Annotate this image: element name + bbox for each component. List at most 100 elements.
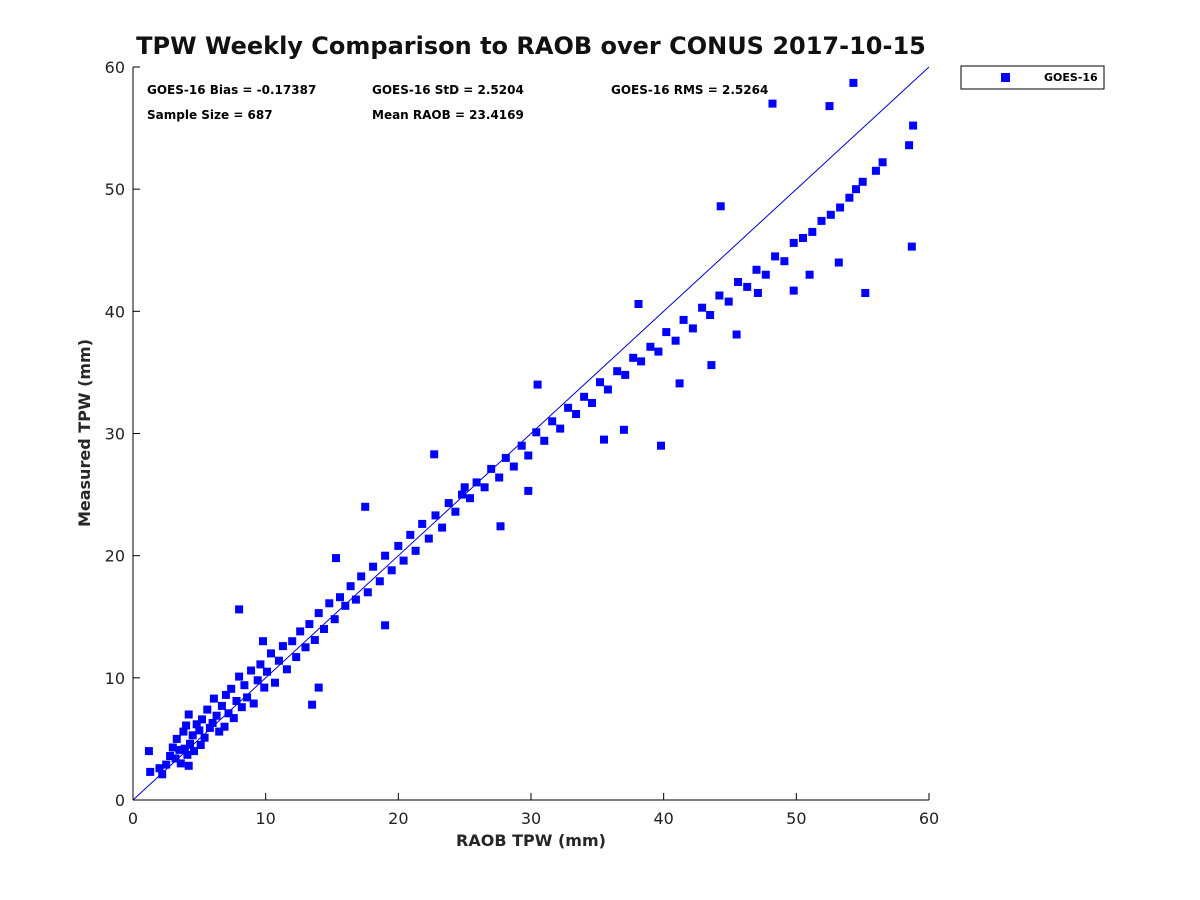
data-point: [671, 336, 680, 345]
data-point: [387, 566, 396, 575]
data-point: [487, 464, 496, 473]
data-point: [533, 380, 542, 389]
data-point: [357, 572, 366, 581]
data-point: [221, 690, 230, 699]
data-point: [430, 450, 439, 459]
legend-box: [960, 65, 1105, 90]
legend-marker-goes16: [1001, 73, 1010, 82]
y-tick-label: 10: [105, 669, 125, 688]
data-point: [346, 582, 355, 591]
data-point: [399, 556, 408, 565]
data-point: [155, 764, 164, 773]
y-tick-label: 20: [105, 547, 125, 566]
data-point: [572, 410, 581, 418]
x-tick-label: 0: [128, 809, 138, 828]
data-point: [706, 311, 715, 319]
data-point: [381, 621, 390, 630]
data-point: [336, 593, 344, 602]
data-point: [852, 185, 860, 194]
data-point: [172, 734, 181, 743]
data-point: [480, 483, 489, 492]
data-point: [243, 693, 252, 702]
data-point: [580, 392, 589, 401]
data-point: [646, 342, 655, 351]
data-point: [871, 166, 880, 175]
data-point: [310, 636, 319, 644]
data-point: [330, 615, 339, 624]
data-point: [496, 522, 505, 531]
data-point: [198, 715, 206, 724]
data-point: [196, 741, 205, 749]
x-tick-label: 30: [521, 809, 541, 828]
data-point: [466, 494, 474, 503]
y-tick-label: 50: [105, 180, 125, 199]
data-point: [235, 672, 244, 681]
data-point: [826, 210, 835, 219]
one-to-one-line: [132, 66, 930, 801]
x-tick-label: 40: [653, 809, 673, 828]
data-point: [260, 683, 269, 692]
data-point: [734, 278, 742, 286]
data-point: [905, 141, 914, 150]
data-point: [657, 441, 665, 450]
y-tick-label: 0: [115, 791, 125, 810]
data-point: [451, 507, 460, 516]
data-point: [212, 711, 221, 720]
data-point: [274, 656, 283, 665]
data-point: [424, 534, 433, 543]
data-point: [375, 577, 384, 586]
data-point: [634, 300, 643, 308]
data-point: [789, 286, 798, 295]
data-point: [247, 666, 256, 675]
data-point: [166, 752, 175, 760]
stat-mean-raob: Mean RAOB = 23.4169: [372, 108, 524, 122]
data-point: [675, 379, 684, 388]
data-point: [834, 258, 843, 267]
data-point: [637, 357, 646, 366]
data-point: [418, 519, 427, 528]
data-point: [341, 601, 350, 610]
data-point: [146, 767, 155, 776]
data-point: [495, 473, 504, 482]
data-point: [224, 709, 233, 718]
data-point: [217, 701, 226, 710]
data-point: [540, 436, 549, 445]
x-tick-label: 60: [919, 809, 939, 828]
data-point: [267, 649, 275, 658]
data-point: [431, 511, 440, 520]
data-point: [613, 367, 622, 376]
data-point: [308, 700, 317, 709]
data-point: [232, 697, 241, 705]
data-point: [596, 378, 604, 387]
data-point: [249, 699, 258, 708]
data-point: [314, 609, 323, 618]
data-point: [229, 714, 238, 723]
y-tick-label: 60: [105, 58, 125, 77]
data-point: [180, 744, 189, 753]
data-point: [227, 684, 236, 693]
data-point: [203, 705, 212, 714]
data-point: [394, 541, 403, 550]
data-point: [361, 502, 370, 511]
data-point: [849, 78, 858, 87]
data-point: [707, 361, 716, 370]
data-point: [752, 265, 761, 274]
data-point: [176, 759, 185, 768]
data-point: [629, 353, 638, 362]
data-point: [256, 660, 265, 669]
data-point: [509, 462, 518, 471]
data-point: [288, 637, 297, 646]
data-point: [188, 731, 197, 740]
data-point: [460, 483, 469, 492]
data-point: [411, 546, 420, 555]
data-point: [472, 478, 481, 487]
x-axis-label: RAOB TPW (mm): [456, 831, 606, 850]
stat-sample-size: Sample Size = 687: [147, 108, 273, 122]
data-point: [192, 720, 201, 729]
data-point: [182, 721, 191, 730]
data-point: [292, 653, 301, 662]
data-point: [621, 370, 630, 379]
y-tick-label: 30: [105, 425, 125, 444]
data-point: [444, 499, 453, 508]
data-point: [761, 270, 770, 279]
